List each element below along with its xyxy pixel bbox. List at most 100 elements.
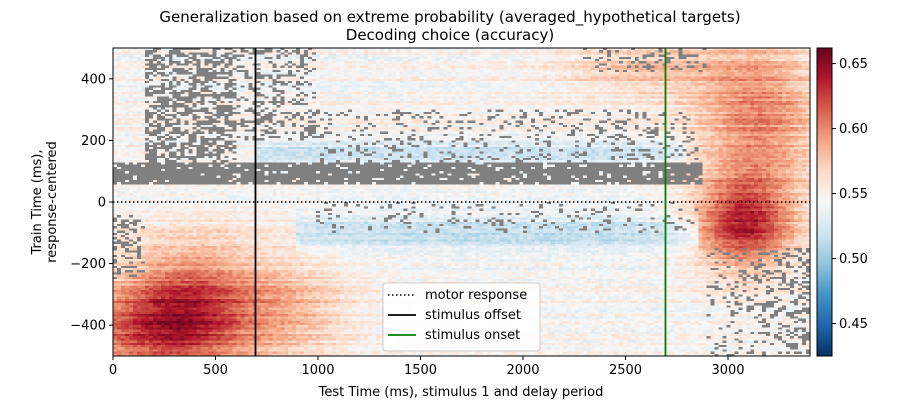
heatmap-cell — [229, 50, 233, 53]
heatmap-cell — [579, 103, 583, 106]
heatmap-cell — [117, 90, 121, 93]
heatmap-cell — [452, 61, 456, 64]
heatmap-cell — [444, 99, 448, 102]
heatmap-cell — [623, 79, 627, 82]
heatmap-cell — [687, 81, 691, 84]
heatmap-cell — [726, 81, 730, 84]
heatmap-cell — [244, 96, 248, 99]
heatmap-cell — [555, 52, 559, 55]
heatmap-cell — [360, 92, 364, 95]
heatmap-cell — [288, 68, 292, 71]
heatmap-cell — [766, 94, 770, 97]
heatmap-cell — [523, 57, 527, 60]
heatmap-cell — [352, 77, 356, 80]
heatmap-cell — [583, 59, 587, 62]
heatmap-cell — [209, 68, 213, 71]
heatmap-cell — [145, 77, 149, 80]
heatmap-cell — [659, 59, 663, 62]
heatmap-cell — [336, 96, 340, 99]
heatmap-cell — [714, 88, 718, 91]
heatmap-cell — [730, 52, 734, 55]
heatmap-cell — [631, 92, 635, 95]
heatmap-cell — [547, 74, 551, 77]
heatmap-cell — [185, 92, 189, 95]
heatmap-cell — [730, 83, 734, 86]
heatmap-cell — [308, 81, 312, 84]
heatmap-cell — [587, 59, 591, 62]
heatmap-cell — [631, 61, 635, 64]
heatmap-cell — [698, 96, 702, 99]
heatmap-cell — [730, 105, 734, 108]
heatmap-cell — [714, 96, 718, 99]
heatmap-cell — [264, 70, 268, 73]
heatmap-cell — [479, 103, 483, 106]
heatmap-cell — [734, 68, 738, 71]
heatmap-cell — [531, 77, 535, 80]
heatmap-cell — [432, 101, 436, 104]
heatmap-cell — [794, 55, 798, 58]
heatmap-cell — [571, 77, 575, 80]
heatmap-cell — [332, 105, 336, 108]
heatmap-cell — [671, 103, 675, 106]
heatmap-cell — [300, 101, 304, 104]
heatmap-cell — [428, 83, 432, 86]
heatmap-cell — [515, 79, 519, 82]
heatmap-cell — [400, 88, 404, 91]
heatmap-cell — [141, 72, 145, 75]
heatmap-cell — [639, 96, 643, 99]
heatmap-cell — [687, 101, 691, 104]
heatmap-cell — [328, 105, 332, 108]
heatmap-cell — [722, 92, 726, 95]
heatmap-cell — [360, 85, 364, 88]
heatmap-cell — [603, 52, 607, 55]
heatmap-cell — [308, 79, 312, 82]
heatmap-cell — [583, 96, 587, 99]
heatmap-cell — [113, 77, 117, 80]
heatmap-cell — [388, 52, 392, 55]
heatmap-cell — [320, 59, 324, 62]
heatmap-cell — [467, 94, 471, 97]
heatmap-cell — [491, 107, 495, 110]
heatmap-cell — [706, 103, 710, 106]
heatmap-cell — [169, 107, 173, 110]
heatmap-cell — [416, 77, 420, 80]
heatmap-cell — [169, 110, 173, 113]
heatmap-cell — [667, 50, 671, 53]
heatmap-cell — [750, 92, 754, 95]
heatmap-cell — [332, 55, 336, 58]
heatmap-cell — [766, 83, 770, 86]
heatmap-cell — [149, 52, 153, 55]
heatmap-cell — [742, 92, 746, 95]
heatmap-cell — [284, 66, 288, 69]
heatmap-cell — [503, 94, 507, 97]
heatmap-cell — [165, 74, 169, 77]
heatmap-cell — [734, 85, 738, 88]
heatmap-cell — [141, 105, 145, 108]
heatmap-cell — [165, 85, 169, 88]
heatmap-cell — [197, 66, 201, 69]
heatmap-cell — [336, 105, 340, 108]
heatmap-cell — [344, 63, 348, 66]
heatmap-cell — [181, 70, 185, 73]
heatmap-cell — [714, 92, 718, 95]
heatmap-cell — [683, 101, 687, 104]
heatmap-cell — [328, 99, 332, 102]
heatmap-cell — [487, 103, 491, 106]
heatmap-cell — [272, 85, 276, 88]
heatmap-cell — [304, 79, 308, 82]
heatmap-cell — [710, 66, 714, 69]
heatmap-cell — [802, 66, 806, 69]
heatmap-cell — [683, 79, 687, 82]
heatmap-cell — [794, 72, 798, 75]
heatmap-cell — [256, 66, 260, 69]
heatmap-cell — [157, 57, 161, 60]
heatmap-cell — [746, 107, 750, 110]
heatmap-cell — [710, 83, 714, 86]
heatmap-cell — [750, 59, 754, 62]
heatmap-cell — [770, 99, 774, 102]
heatmap-cell — [169, 96, 173, 99]
heatmap-cell — [515, 52, 519, 55]
heatmap-cell — [623, 85, 627, 88]
heatmap-cell — [121, 88, 125, 91]
heatmap-cell — [280, 57, 284, 60]
